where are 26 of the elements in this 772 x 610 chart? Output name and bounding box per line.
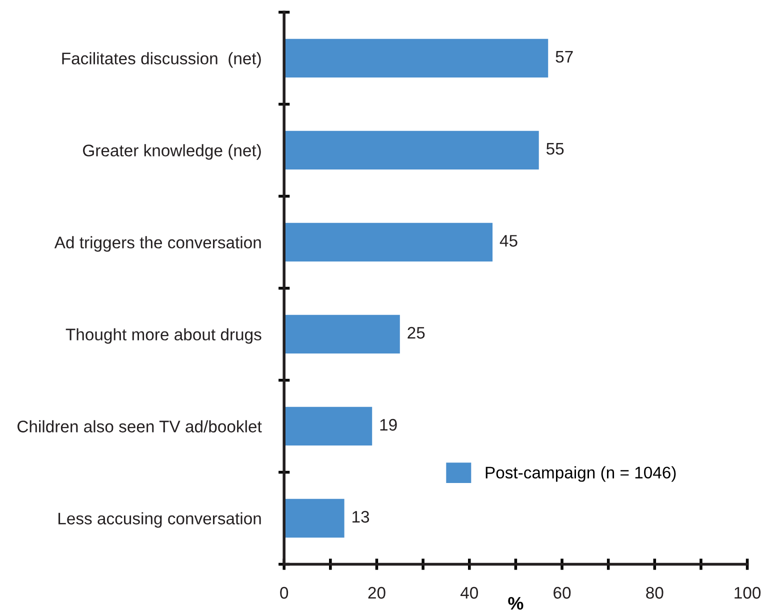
y-tick-label: Thought more about drugs: [66, 328, 262, 344]
data-label: 19: [380, 418, 397, 431]
x-tick-label: 60: [554, 586, 571, 599]
x-tick-label: 0: [280, 586, 288, 599]
x-axis-title: %: [508, 596, 524, 610]
data-label: 57: [556, 51, 573, 63]
data-label: 45: [500, 235, 518, 247]
y-tick-label: Facilitates discussion (net): [62, 52, 261, 68]
y-tick-label: Less accusing conversation: [58, 512, 261, 528]
data-label: 13: [352, 510, 370, 523]
bar: [284, 406, 372, 446]
y-tick-label: Children also seen TV ad/booklet: [18, 420, 262, 432]
y-tick-label: Greater knowledge (net): [83, 144, 261, 160]
data-label: 25: [408, 326, 425, 339]
bar: [284, 222, 493, 262]
bar: [284, 498, 344, 538]
x-tick-label: 40: [460, 586, 478, 599]
bar: [284, 130, 539, 170]
bar: [284, 38, 548, 78]
legend-label: Post-campaign (n = 1046): [486, 466, 676, 482]
y-tick-label: Ad triggers the conversation: [54, 236, 261, 252]
x-tick-label: 100: [734, 586, 761, 599]
bar: [284, 314, 400, 354]
data-label: 55: [546, 143, 564, 155]
x-tick-label: 80: [646, 586, 664, 599]
x-tick-label: 20: [368, 586, 386, 599]
